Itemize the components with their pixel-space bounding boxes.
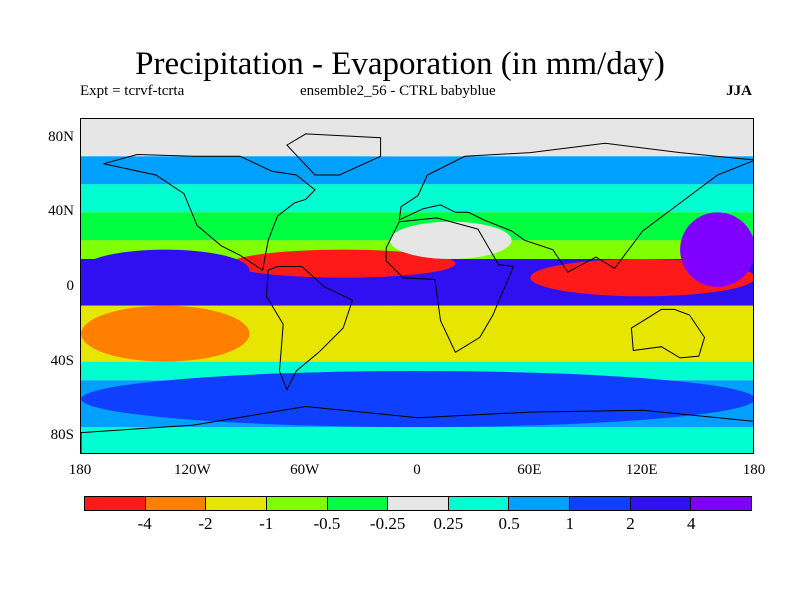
x-tick-label: 120W <box>173 462 211 478</box>
colorbar-swatch-8 <box>570 497 631 510</box>
coastline-eurasia <box>398 142 753 273</box>
colorbar-swatch-6 <box>448 497 510 510</box>
region-equatorial-pacific <box>81 249 250 291</box>
colorbar-level-label: -1 <box>259 514 274 533</box>
y-tick-label: 40N <box>48 203 74 220</box>
colorbar <box>84 496 752 511</box>
x-tick-label: 60W <box>290 462 320 478</box>
x-tick-label: 0 <box>413 462 421 478</box>
colorbar-swatch-9 <box>630 497 692 510</box>
y-tick-label: 80S <box>50 427 74 444</box>
coastline-africa <box>385 217 515 354</box>
colorbar-swatch-3 <box>266 497 328 510</box>
colorbar-level-label: 2 <box>626 514 635 533</box>
x-tick-label: 180 <box>68 462 92 478</box>
region-arctic <box>81 119 753 157</box>
map-plot-area <box>80 118 754 454</box>
x-tick-label: 120E <box>625 462 658 478</box>
region-south-atlantic-subtropics <box>343 305 437 353</box>
colorbar-level-label: -4 <box>137 514 152 533</box>
chart-title: Precipitation - Evaporation (in mm/day) <box>135 46 665 82</box>
colorbar-swatch-4 <box>327 497 389 510</box>
colorbar-level-label: 0.5 <box>498 514 520 533</box>
region-sahara-arabia <box>389 221 512 259</box>
colorbar-swatch-2 <box>206 497 267 510</box>
coastline-australia <box>630 308 706 359</box>
coastline-south-america <box>265 266 354 391</box>
region-south-pacific-subtropics <box>81 305 250 362</box>
colorbar-swatch-1 <box>145 497 207 510</box>
colorbar-level-label: 0.25 <box>433 514 464 533</box>
coastline-greenland <box>286 133 382 176</box>
x-tick-label: 180 <box>742 462 766 478</box>
colorbar-level-label: -2 <box>198 514 213 533</box>
region-west-pacific-warm-pool <box>680 212 753 287</box>
y-tick-label: 0 <box>66 278 75 294</box>
experiment-label: Expt = tcrvf-tcrta <box>80 83 185 99</box>
colorbar-level-label: 4 <box>687 514 696 533</box>
coastline-antarctica <box>81 405 753 453</box>
region-southern-ocean <box>81 371 753 427</box>
lat-band-2 <box>81 184 753 213</box>
coastline-north-america <box>103 153 316 272</box>
ensemble-label: ensemble2_56 - CTRL babyblue <box>300 83 496 99</box>
colorbar-swatch-0 <box>85 497 146 510</box>
colorbar-level-label: -0.5 <box>313 514 341 533</box>
colorbar-swatch-5 <box>388 497 449 510</box>
colorbar-level-label: -0.25 <box>369 514 406 533</box>
colorbar-swatch-10 <box>691 497 752 510</box>
y-tick-label: 40S <box>50 352 74 369</box>
precipitation-map <box>81 119 753 453</box>
region-atlantic-itcz-belt <box>230 249 456 278</box>
colorbar-level-label: 1 <box>565 514 575 533</box>
lat-band-10 <box>81 427 753 453</box>
y-tick-label: 80N <box>48 128 74 145</box>
season-label: JJA <box>726 83 752 99</box>
colorbar-swatch-7 <box>509 497 571 510</box>
lat-band-1 <box>81 156 753 185</box>
x-tick-label: 60E <box>517 462 542 478</box>
